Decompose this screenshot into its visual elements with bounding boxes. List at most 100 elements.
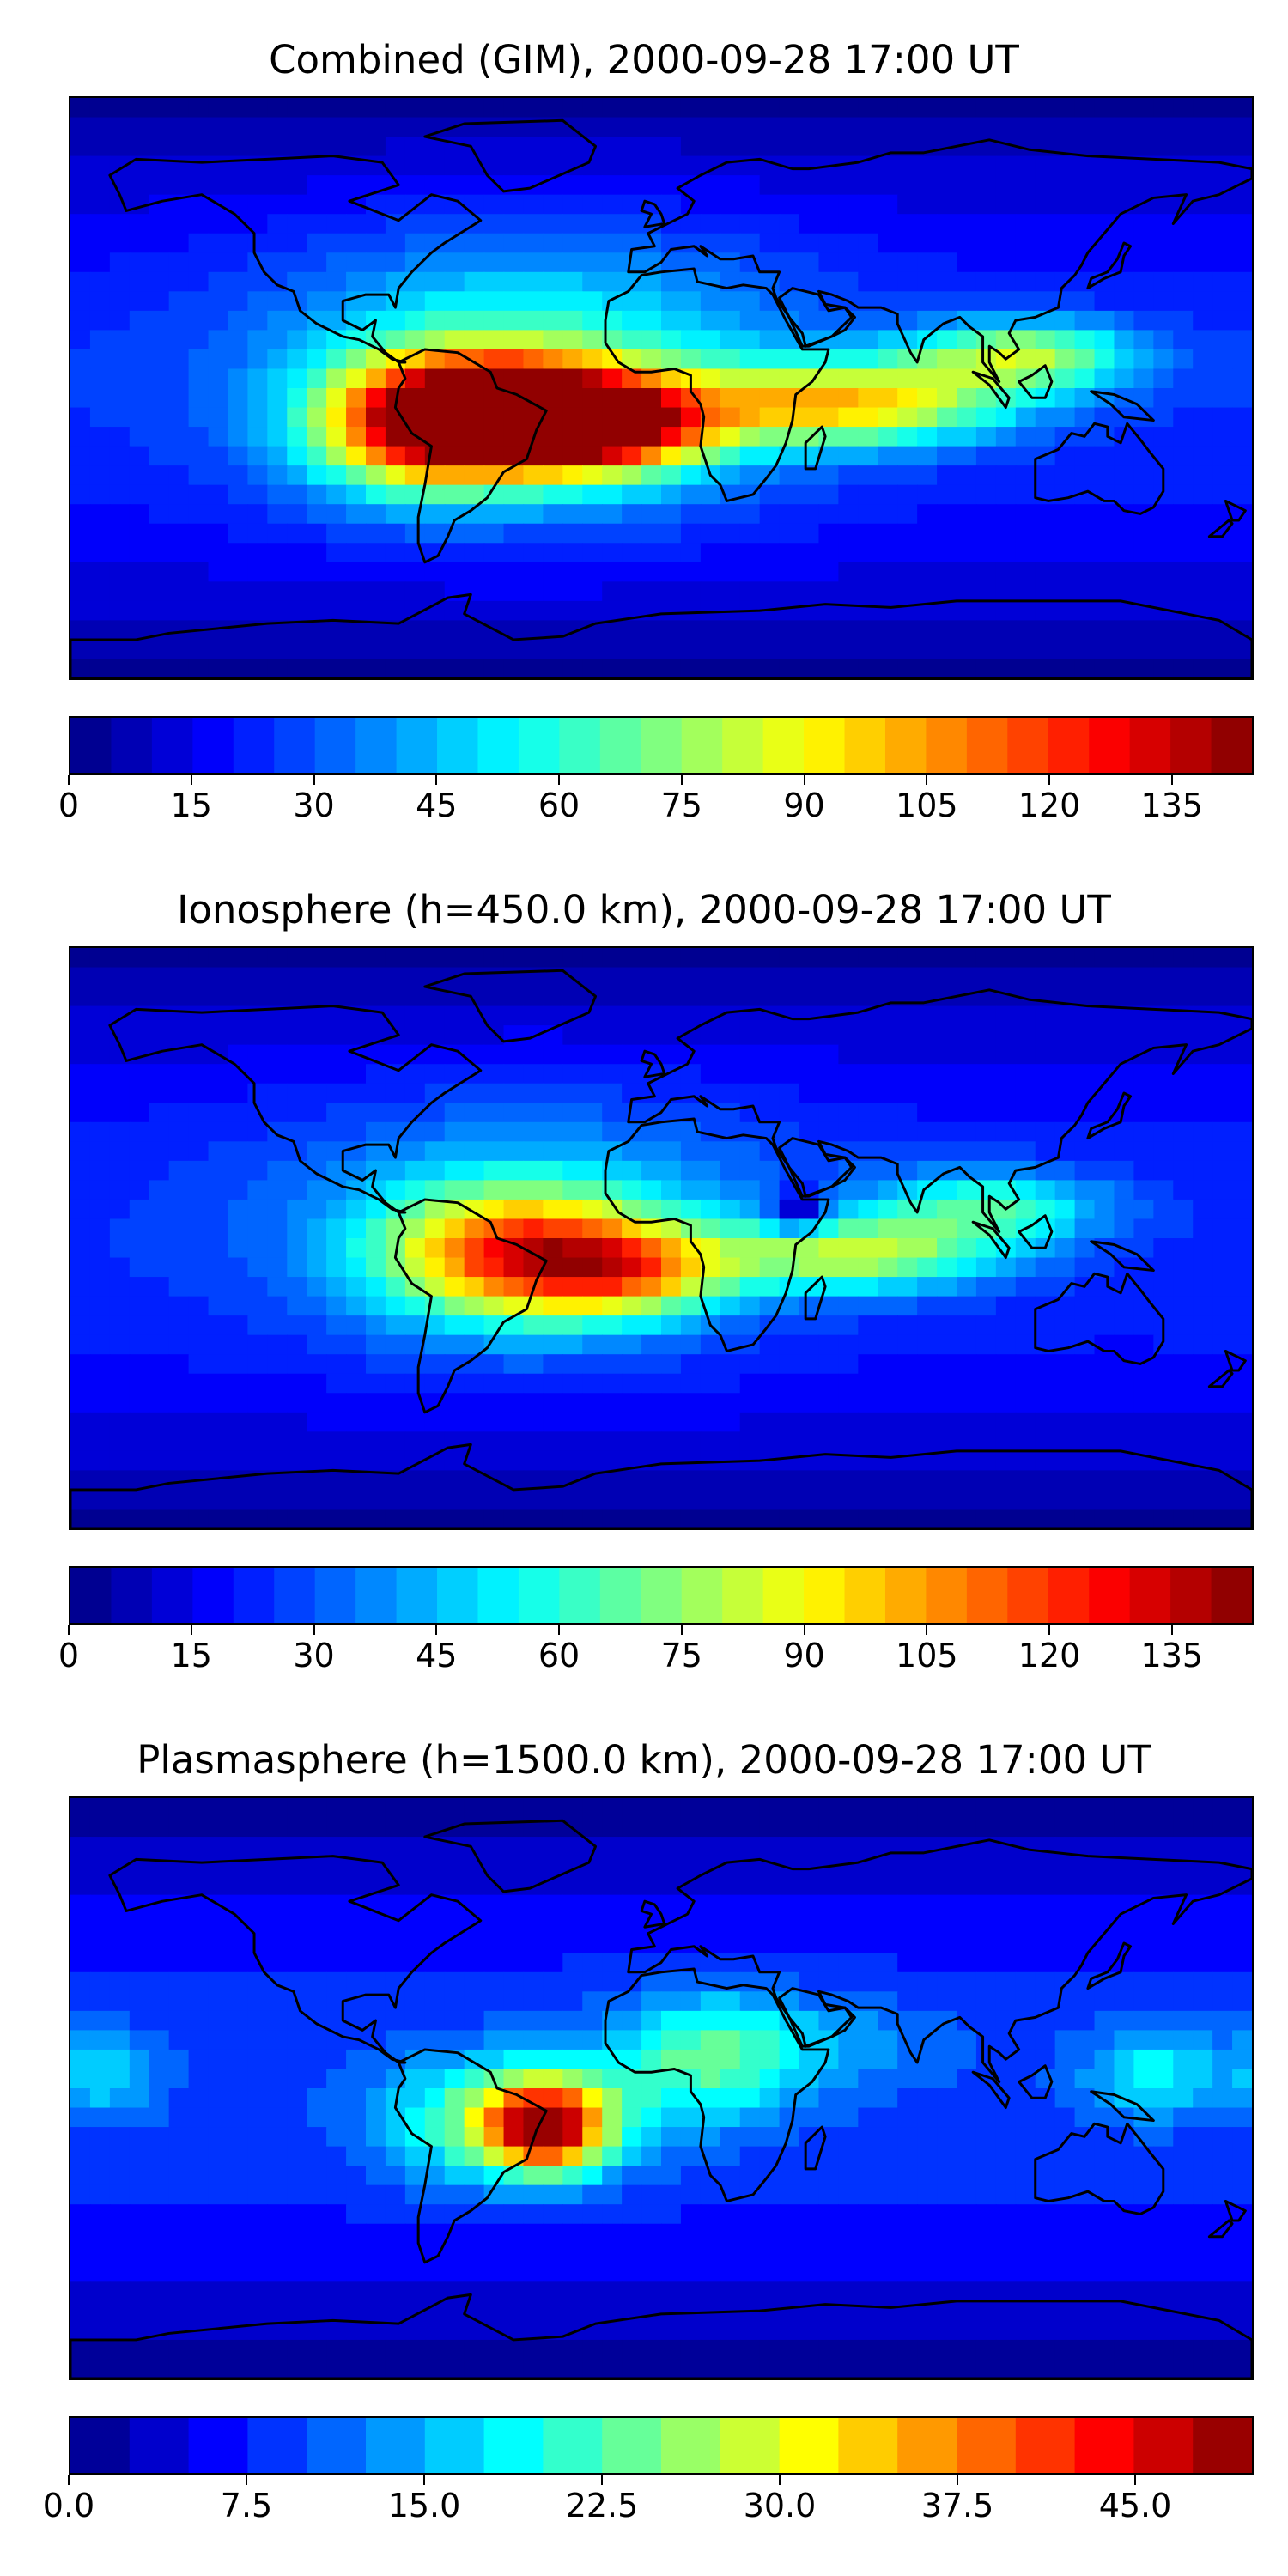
contour-cell [582,310,603,331]
contour-cell [503,1334,525,1355]
contour-cell [307,1373,327,1394]
contour-cell [878,446,898,466]
contour-cell [168,252,190,273]
contour-cell [779,368,800,389]
contour-cell [1232,562,1252,583]
contour-cell [464,1837,485,1857]
contour-cell [602,1373,623,1394]
contour-cell [129,271,150,293]
contour-cell [602,1005,623,1026]
contour-cell [385,1450,406,1472]
contour-cell [404,1914,426,1935]
contour-cell [1054,2010,1076,2032]
contour-cell [385,1953,406,1973]
contour-cell [149,948,170,969]
contour-cell [897,427,918,447]
contour-cell [680,137,702,157]
contour-cell [287,1083,307,1103]
contour-cell [404,1199,426,1220]
contour-cell [680,1991,702,2012]
contour-cell [483,1489,505,1510]
contour-cell [1232,484,1252,505]
contour-cell [995,1470,1017,1491]
contour-cell [897,1334,918,1355]
contour-cell [739,1064,761,1084]
contour-cell [858,948,878,969]
contour-cell [149,562,170,583]
contour-cell [326,175,347,196]
contour-cell [720,214,741,234]
contour-cell [287,1121,307,1143]
contour-cell [267,388,288,409]
contour-cell [307,137,327,157]
contour-cell [661,446,682,466]
contour-cell [739,1315,761,1336]
contour-cell [917,1277,938,1297]
contour-cell [543,1393,564,1413]
contour-cell [1212,1798,1233,1819]
contour-cell [404,1798,426,1819]
contour-cell [1153,1798,1174,1819]
contour-cell [1015,233,1036,253]
contour-cell [878,2088,898,2109]
contour-cell [366,155,386,176]
contour-cell [1015,1412,1036,1433]
colorbar-segment [804,718,846,773]
contour-cell [444,368,465,389]
contour-cell [1035,1798,1056,1819]
contour-cell [1173,1933,1194,1953]
contour-cell [523,1933,544,1953]
contour-cell [1035,600,1056,622]
contour-cell [188,291,210,312]
contour-cell [503,1450,525,1472]
contour-cell [366,1450,386,1472]
contour-cell [897,1103,918,1123]
contour-cell [464,523,485,544]
contour-cell [1035,1005,1056,1026]
contour-cell [307,1393,327,1413]
contour-cell [188,2166,210,2186]
contour-cell [562,1238,583,1259]
contour-cell [799,1334,820,1355]
contour-cell [799,1121,820,1143]
contour-cell [661,1431,682,1452]
contour-cell [838,2184,860,2205]
contour-cell [247,1953,269,1973]
colorbar-segment [151,1568,193,1623]
contour-cell [1054,948,1076,969]
contour-cell [1173,291,1194,312]
contour-cell [1094,1315,1115,1336]
contour-cell [503,600,525,622]
contour-cell [818,137,840,157]
contour-cell [700,1354,721,1375]
contour-cell [661,484,682,505]
contour-cell [228,1509,249,1528]
contour-cell [1232,2127,1252,2148]
contour-cell [228,271,249,293]
contour-cell [838,194,860,215]
contour-cell [937,1354,957,1375]
contour-cell [700,427,721,447]
contour-cell [70,1064,91,1084]
contour-cell [562,484,583,505]
contour-cell [424,1199,446,1220]
colorbar-segment [192,718,234,773]
contour-cell [326,446,347,466]
contour-cell [1232,1991,1252,2012]
contour-cell [89,98,111,118]
contour-cell [838,987,860,1007]
contour-cell [503,1373,525,1394]
contour-cell [582,1894,603,1915]
contour-cell [975,2107,997,2128]
contour-cell [720,639,741,660]
contour-cell [937,214,957,234]
contour-cell [799,523,820,544]
contour-cell [799,2069,820,2089]
contour-cell [188,1953,210,1973]
contour-cell [228,620,249,641]
contour-cell [661,117,682,137]
contour-cell [523,233,544,253]
contour-cell [957,252,977,273]
contour-cell [779,600,800,622]
contour-cell [208,2146,229,2166]
